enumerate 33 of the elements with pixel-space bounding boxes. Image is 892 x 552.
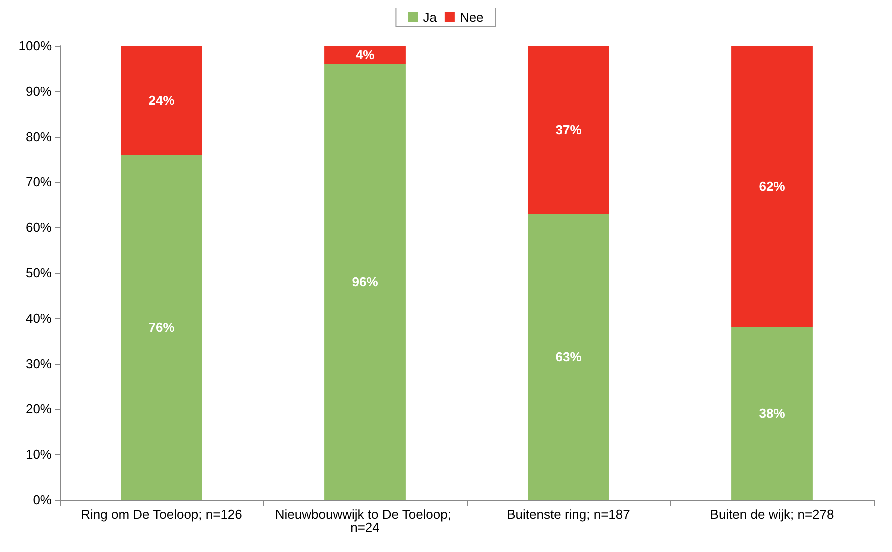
y-tick-label: 40%	[26, 310, 52, 326]
bar	[324, 64, 406, 500]
x-tick-label: Nieuwbouwwijk to De Toeloop; n=24	[275, 507, 456, 535]
y-tick-label: 30%	[26, 356, 52, 372]
legend-label: Nee	[460, 10, 484, 25]
x-tick-label: Buiten de wijk; n=278	[710, 507, 834, 522]
data-label: 63%	[556, 349, 582, 364]
bar	[121, 46, 202, 155]
data-label: 37%	[556, 122, 582, 138]
data-label: 76%	[148, 320, 176, 335]
legend-label: Ja	[423, 10, 438, 25]
bar	[528, 46, 610, 214]
y-tick-label: 50%	[26, 266, 52, 280]
data-label: 96%	[352, 274, 379, 290]
y-tick-label: 60%	[26, 220, 52, 236]
y-tick-label: 80%	[26, 129, 52, 144]
bar	[324, 46, 406, 64]
data-label: 62%	[759, 179, 786, 194]
x-tick-label: Buitenste ring; n=187	[507, 507, 630, 522]
y-tick-label: 0%	[33, 492, 52, 508]
bar	[732, 46, 813, 328]
data-label: 38%	[759, 406, 786, 422]
bar	[528, 214, 610, 500]
x-tick-label: Ring om De Toeloop; n=126	[81, 507, 242, 522]
y-tick-label: 20%	[26, 402, 52, 417]
y-tick-label: 100%	[18, 38, 52, 54]
y-tick-label: 90%	[26, 84, 52, 99]
bar	[732, 327, 813, 500]
bar	[121, 154, 202, 500]
y-tick-label: 70%	[26, 174, 52, 190]
data-label: 4%	[356, 48, 376, 63]
y-tick-label: 10%	[26, 447, 52, 462]
data-label: 24%	[148, 92, 176, 108]
